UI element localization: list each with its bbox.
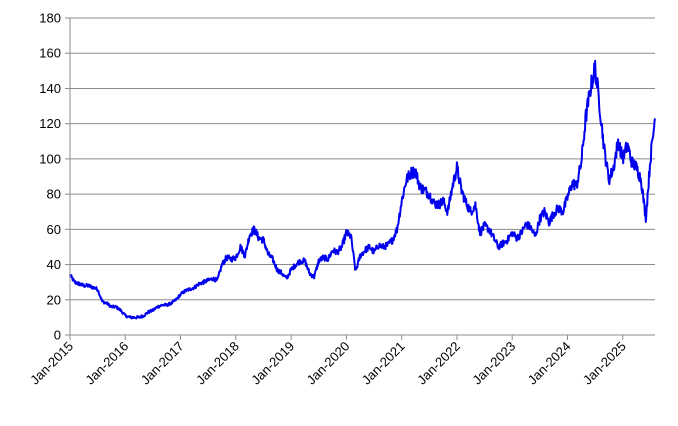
y-tick-label: 120: [39, 116, 61, 131]
y-tick-label: 20: [47, 292, 61, 307]
x-tick-label: Jan-2020: [304, 339, 353, 388]
y-tick-label: 100: [39, 151, 61, 166]
y-tick-label: 60: [47, 222, 61, 237]
x-tick-label: Jan-2022: [414, 339, 463, 388]
y-axis-ticks: 0 20 40 60 80 100 120 140 160 180: [39, 11, 70, 343]
x-tick-label: Jan-2024: [525, 339, 574, 388]
y-tick-label: 40: [47, 257, 61, 272]
y-tick-label: 80: [47, 187, 61, 202]
x-tick-label: Jan-2025: [580, 339, 629, 388]
x-tick-label: Jan-2019: [248, 339, 297, 388]
x-tick-label: Jan-2015: [27, 339, 76, 388]
x-tick-label: Jan-2017: [138, 339, 187, 388]
y-tick-label: 180: [39, 11, 61, 26]
x-tick-label: Jan-2021: [359, 339, 408, 388]
x-tick-label: Jan-2016: [82, 339, 131, 388]
x-axis-ticks: Jan-2015 Jan-2016 Jan-2017 Jan-2018 Jan-2019…: [27, 335, 629, 387]
x-tick-label: Jan-2018: [193, 339, 242, 388]
gridlines: [70, 17, 655, 301]
x-tick-label: Jan-2023: [469, 339, 518, 388]
y-tick-label: 140: [39, 81, 61, 96]
series-line: [69, 59, 656, 320]
y-tick-label: 0: [54, 328, 61, 343]
y-tick-label: 160: [39, 46, 61, 61]
